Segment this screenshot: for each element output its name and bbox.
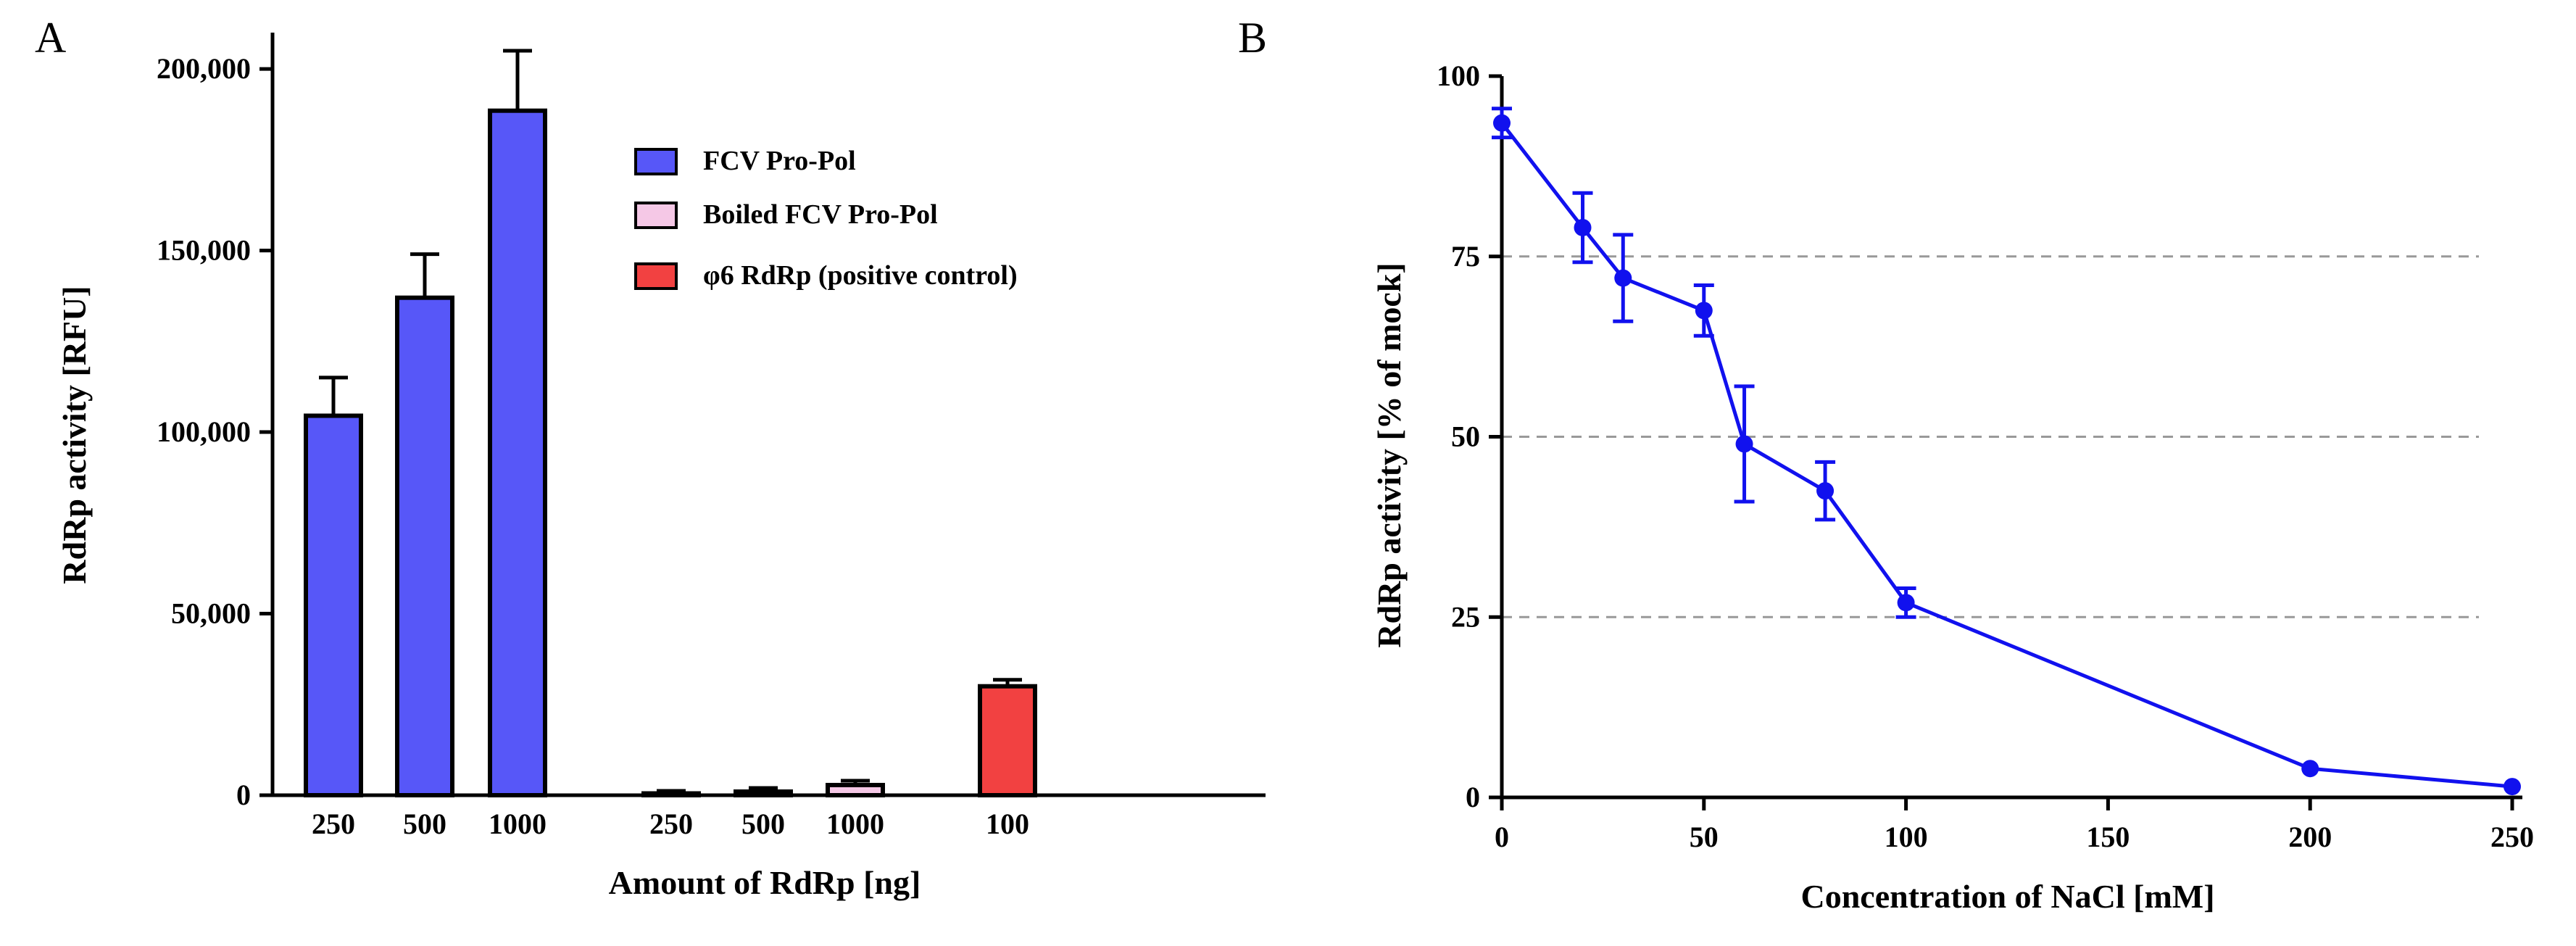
y-tick-label: 50,000: [171, 597, 251, 630]
y-tick-label: 0: [236, 779, 251, 811]
panel-b-x-ticks: 0 50 100 150 200 250: [1495, 797, 2534, 853]
x-tick-label: 1000: [826, 808, 884, 840]
x-tick-label: 250: [649, 808, 693, 840]
panel-b-y-axis-title: RdRp activity [% of mock]: [1371, 262, 1408, 648]
panel-a-y-ticks: 0 50,000 100,000 150,000 200,000: [157, 52, 273, 811]
bar-boiled-fcv-pro-pol-500: [734, 789, 793, 798]
data-point: [1614, 269, 1632, 287]
y-tick-label: 50: [1451, 420, 1480, 453]
series-line: [1500, 122, 2513, 789]
y-tick-label: 25: [1451, 600, 1480, 633]
x-tick-label: 500: [741, 808, 785, 840]
legend-swatch-boiled-fcv-pro-pol: [634, 202, 678, 229]
y-tick-label: 0: [1466, 781, 1480, 813]
x-tick-label: 100: [986, 808, 1029, 840]
x-tick-label: 200: [2288, 821, 2332, 853]
x-tick-label: 0: [1495, 821, 1509, 853]
legend-swatch-fcv-pro-pol: [634, 148, 678, 175]
bar-boiled-fcv-pro-pol-250: [641, 791, 701, 798]
x-tick-label: 250: [2490, 821, 2534, 853]
panel-b-y-ticks: 0 25 50 75 100: [1437, 59, 1502, 813]
panel-a-label: A: [35, 14, 66, 62]
data-point: [1816, 482, 1835, 500]
data-point: [1695, 302, 1713, 320]
panel-a-bar-chart: A 0 50,000 100,000 150,000 200,000 250 500 100…: [35, 14, 1266, 901]
data-point: [1735, 435, 1753, 453]
data-point: [1897, 594, 1915, 612]
legend-label-fcv-pro-pol: FCV Pro-Pol: [703, 146, 856, 176]
panel-a-x-axis-title: Amount of RdRp [ng]: [609, 864, 921, 901]
bar-fcv-pro-pol-250: [304, 413, 363, 797]
x-tick-label: 500: [403, 808, 446, 840]
x-tick-label: 1000: [489, 808, 547, 840]
x-tick-label: 50: [1690, 821, 1719, 853]
bar-boiled-fcv-pro-pol-1000: [826, 782, 885, 798]
legend-label-6-rdrp-positive-control: φ6 RdRp (positive control): [703, 260, 1018, 291]
data-point: [1574, 218, 1592, 236]
y-tick-label: 150,000: [157, 234, 251, 267]
bar-6-rdrp-positive-control-100: [978, 684, 1037, 798]
panel-b-x-axis-title: Concentration of NaCl [mM]: [1800, 878, 2214, 915]
legend-label-boiled-fcv-pro-pol: Boiled FCV Pro-Pol: [703, 199, 938, 230]
panel-a-legend: FCV Pro-Pol Boiled FCV Pro-Pol φ6 RdRp (po…: [634, 146, 1018, 291]
x-tick-label: 250: [312, 808, 355, 840]
data-point: [2504, 778, 2521, 796]
bar-fcv-pro-pol-1000: [488, 108, 547, 797]
panel-a-bars: [304, 49, 1037, 798]
x-tick-label: 150: [2086, 821, 2130, 853]
panel-a-x-tick-labels: 250 500 1000 250 500 1000 100: [312, 808, 1029, 840]
y-tick-label: 100,000: [157, 415, 251, 448]
panel-b-line-chart: B 0 25 50 75 100 0 50 100 150 200 250 RdRp activi…: [1238, 14, 2534, 915]
panel-a-y-axis-title: RdRp activity [RFU]: [56, 286, 93, 584]
panel-b-label: B: [1238, 14, 1267, 62]
y-tick-label: 100: [1437, 59, 1480, 92]
x-tick-label: 100: [1885, 821, 1928, 853]
data-point: [1493, 114, 1511, 132]
data-point: [2301, 760, 2319, 778]
legend-swatch-6-rdrp-positive-control: [634, 262, 678, 290]
panel-b-gridlines: [1502, 255, 2479, 618]
y-tick-label: 75: [1451, 240, 1480, 273]
y-tick-label: 200,000: [157, 52, 251, 85]
panel-b-series: [1492, 107, 2521, 796]
bar-fcv-pro-pol-500: [395, 295, 454, 797]
